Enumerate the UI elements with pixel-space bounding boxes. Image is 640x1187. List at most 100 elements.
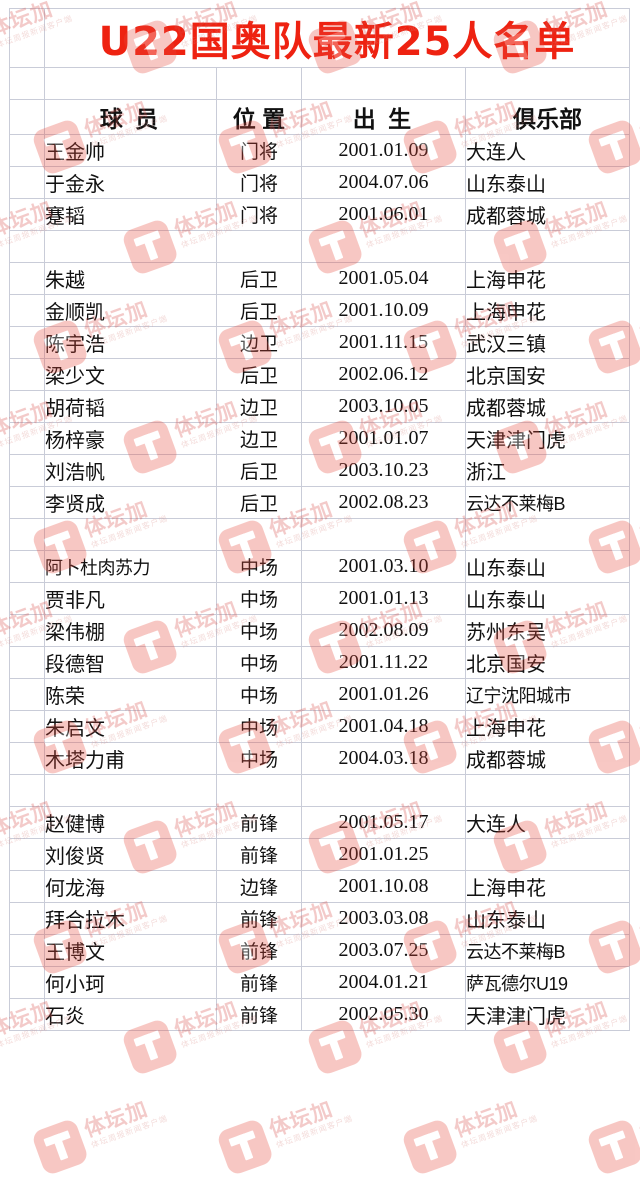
empty-cell [9, 230, 45, 263]
cell-player-name: 梁少文 [44, 358, 217, 391]
cell-birth-date: 2001.11.22 [301, 646, 466, 679]
cell-club: 山东泰山 [465, 582, 630, 615]
cell-position: 中场 [216, 710, 302, 743]
cell-player-name: 蹇韬 [44, 198, 217, 231]
table-row: 王金帅 门将 2001.01.09 大连人 [9, 134, 630, 167]
table-row: 王博文 前锋 2003.07.25 云达不莱梅B [9, 934, 630, 967]
row-index-cell [9, 390, 45, 423]
cell-position: 中场 [216, 614, 302, 647]
cell-player-name: 于金永 [44, 166, 217, 199]
table-row: 梁伟棚 中场 2002.08.09 苏州东吴 [9, 614, 630, 647]
cell-player-name: 胡荷韬 [44, 390, 217, 423]
cell-player-name: 木塔力甫 [44, 742, 217, 775]
squad-table: U22国奥队最新25人名单球 员位 置出 生俱乐部 王金帅 门将 2001.01.09… [9, 8, 630, 1031]
page-title: U22国奥队最新25人名单 [44, 8, 630, 68]
separator-row [9, 230, 630, 263]
cell-club: 山东泰山 [465, 902, 630, 935]
table-row: 阿卜杜肉苏力 中场 2001.03.10 山东泰山 [9, 550, 630, 583]
table-row: 石炎 前锋 2002.05.30 天津津门虎 [9, 998, 630, 1031]
table-header-row: 球 员位 置出 生俱乐部 [9, 99, 630, 135]
cell-player-name: 拜合拉木 [44, 902, 217, 935]
cell-player-name: 王博文 [44, 934, 217, 967]
empty-cell [301, 518, 466, 551]
cell-position: 门将 [216, 166, 302, 199]
cell-player-name: 朱启文 [44, 710, 217, 743]
cell-birth-date: 2003.10.05 [301, 390, 466, 423]
cell-player-name: 陈荣 [44, 678, 217, 711]
cell-birth-date: 2001.01.25 [301, 838, 466, 871]
cell-club: 成都蓉城 [465, 390, 630, 423]
empty-cell [216, 518, 302, 551]
cell-club: 上海申花 [465, 294, 630, 327]
cell-birth-date: 2001.04.18 [301, 710, 466, 743]
row-index-cell [9, 582, 45, 615]
empty-cell [465, 67, 630, 100]
cell-club: 上海申花 [465, 710, 630, 743]
table-row: 蹇韬 门将 2001.06.01 成都蓉城 [9, 198, 630, 231]
row-index-cell [9, 550, 45, 583]
row-index-cell [9, 486, 45, 519]
empty-cell [465, 230, 630, 263]
cell-birth-date: 2001.01.13 [301, 582, 466, 615]
cell-player-name: 李贤成 [44, 486, 217, 519]
row-index-cell [9, 934, 45, 967]
cell-birth-date: 2003.10.23 [301, 454, 466, 487]
cell-position: 中场 [216, 582, 302, 615]
row-index-cell [9, 358, 45, 391]
cell-club: 云达不莱梅B [465, 486, 630, 519]
column-header-club: 俱乐部 [465, 99, 630, 135]
table-row: 陈宇浩 边卫 2001.11.15 武汉三镇 [9, 326, 630, 359]
cell-player-name: 段德智 [44, 646, 217, 679]
cell-player-name: 陈宇浩 [44, 326, 217, 359]
cell-birth-date: 2001.10.08 [301, 870, 466, 903]
column-header-player: 球 员 [44, 99, 217, 135]
row-index-cell [9, 710, 45, 743]
separator-row [9, 518, 630, 551]
cell-position: 后卫 [216, 294, 302, 327]
cell-club: 辽宁沈阳城市 [465, 678, 630, 711]
cell-club: 浙江 [465, 454, 630, 487]
empty-cell [216, 230, 302, 263]
cell-club: 成都蓉城 [465, 198, 630, 231]
cell-club: 北京国安 [465, 358, 630, 391]
table-row: 朱启文 中场 2001.04.18 上海申花 [9, 710, 630, 743]
empty-cell [9, 774, 45, 807]
empty-cell [9, 67, 45, 100]
empty-cell [301, 230, 466, 263]
cell-player-name: 何龙海 [44, 870, 217, 903]
cell-position: 前锋 [216, 902, 302, 935]
table-row: 何小珂 前锋 2004.01.21 萨瓦德尔U19 [9, 966, 630, 999]
table-row: 段德智 中场 2001.11.22 北京国安 [9, 646, 630, 679]
table-row: 胡荷韬 边卫 2003.10.05 成都蓉城 [9, 390, 630, 423]
cell-club: 山东泰山 [465, 550, 630, 583]
row-index-cell [9, 166, 45, 199]
title-row: U22国奥队最新25人名单 [9, 8, 630, 68]
cell-club: 武汉三镇 [465, 326, 630, 359]
column-header-birth: 出 生 [301, 99, 466, 135]
cell-birth-date: 2003.03.08 [301, 902, 466, 935]
cell-player-name: 贾非凡 [44, 582, 217, 615]
row-index-cell [9, 646, 45, 679]
row-index-cell [9, 262, 45, 295]
table-row: 陈荣 中场 2001.01.26 辽宁沈阳城市 [9, 678, 630, 711]
cell-birth-date: 2001.06.01 [301, 198, 466, 231]
cell-birth-date: 2004.07.06 [301, 166, 466, 199]
empty-cell [216, 774, 302, 807]
row-index-cell [9, 8, 45, 68]
row-index-cell [9, 422, 45, 455]
row-index-cell [9, 198, 45, 231]
empty-cell [44, 67, 217, 100]
cell-position: 前锋 [216, 934, 302, 967]
cell-position: 边卫 [216, 326, 302, 359]
cell-birth-date: 2002.05.30 [301, 998, 466, 1031]
cell-club: 山东泰山 [465, 166, 630, 199]
cell-position: 后卫 [216, 262, 302, 295]
cell-position: 边卫 [216, 422, 302, 455]
row-index-cell [9, 134, 45, 167]
empty-cell [465, 518, 630, 551]
table-row: 刘俊贤 前锋 2001.01.25 [9, 838, 630, 871]
cell-birth-date: 2001.05.04 [301, 262, 466, 295]
cell-player-name: 朱越 [44, 262, 217, 295]
cell-club: 萨瓦德尔U19 [465, 966, 630, 999]
cell-player-name: 石炎 [44, 998, 217, 1031]
